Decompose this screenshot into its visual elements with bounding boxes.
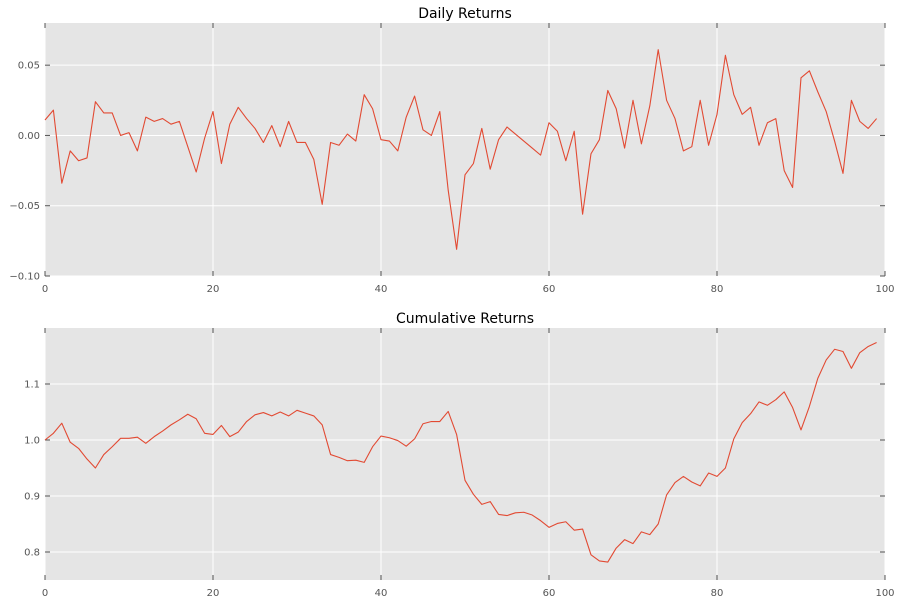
- cumulative-x-tick-label: 0: [42, 588, 48, 599]
- daily-returns-chart: Daily Returns 0 20 40 60 80 100 −0.10 −0.05 0.00…: [9, 6, 894, 295]
- cumulative-x-tick-label: 20: [207, 588, 220, 599]
- daily-y-tick-label: 0.00: [18, 131, 40, 142]
- daily-x-tick-label: 20: [207, 284, 220, 295]
- cumulative-returns-line: [44, 342, 877, 563]
- daily-returns-line: [44, 49, 878, 250]
- daily-x-tick-label: 80: [711, 284, 724, 295]
- daily-x-tick-label: 60: [543, 284, 556, 295]
- cumulative-returns-chart: Cumulative Returns 0 20 40 60 80 100 0.8 0.9 1.0…: [24, 311, 894, 599]
- cumulative-y-tick-label: 0.9: [24, 492, 40, 503]
- cumulative-x-tick-label: 40: [375, 588, 388, 599]
- cumulative-y-tick-label: 1.1: [24, 380, 40, 391]
- daily-x-tick-label: 0: [42, 284, 48, 295]
- daily-y-tick-label: −0.10: [9, 272, 40, 283]
- cumulative-y-tick-label: 0.8: [24, 548, 40, 559]
- cumulative-returns-title: Cumulative Returns: [396, 311, 534, 327]
- cumulative-x-tick-label: 80: [711, 588, 724, 599]
- daily-plot-area: [45, 23, 885, 276]
- daily-returns-title: Daily Returns: [418, 6, 512, 22]
- cumulative-y-tick-label: 1.0: [24, 436, 40, 447]
- daily-x-tick-label: 100: [875, 284, 894, 295]
- cumulative-plot-area: [45, 328, 885, 580]
- cumulative-x-tick-label: 100: [875, 588, 894, 599]
- cumulative-x-tick-label: 60: [543, 588, 556, 599]
- daily-y-tick-label: −0.05: [9, 201, 40, 212]
- daily-y-tick-label: 0.05: [18, 61, 40, 72]
- daily-x-tick-label: 40: [375, 284, 388, 295]
